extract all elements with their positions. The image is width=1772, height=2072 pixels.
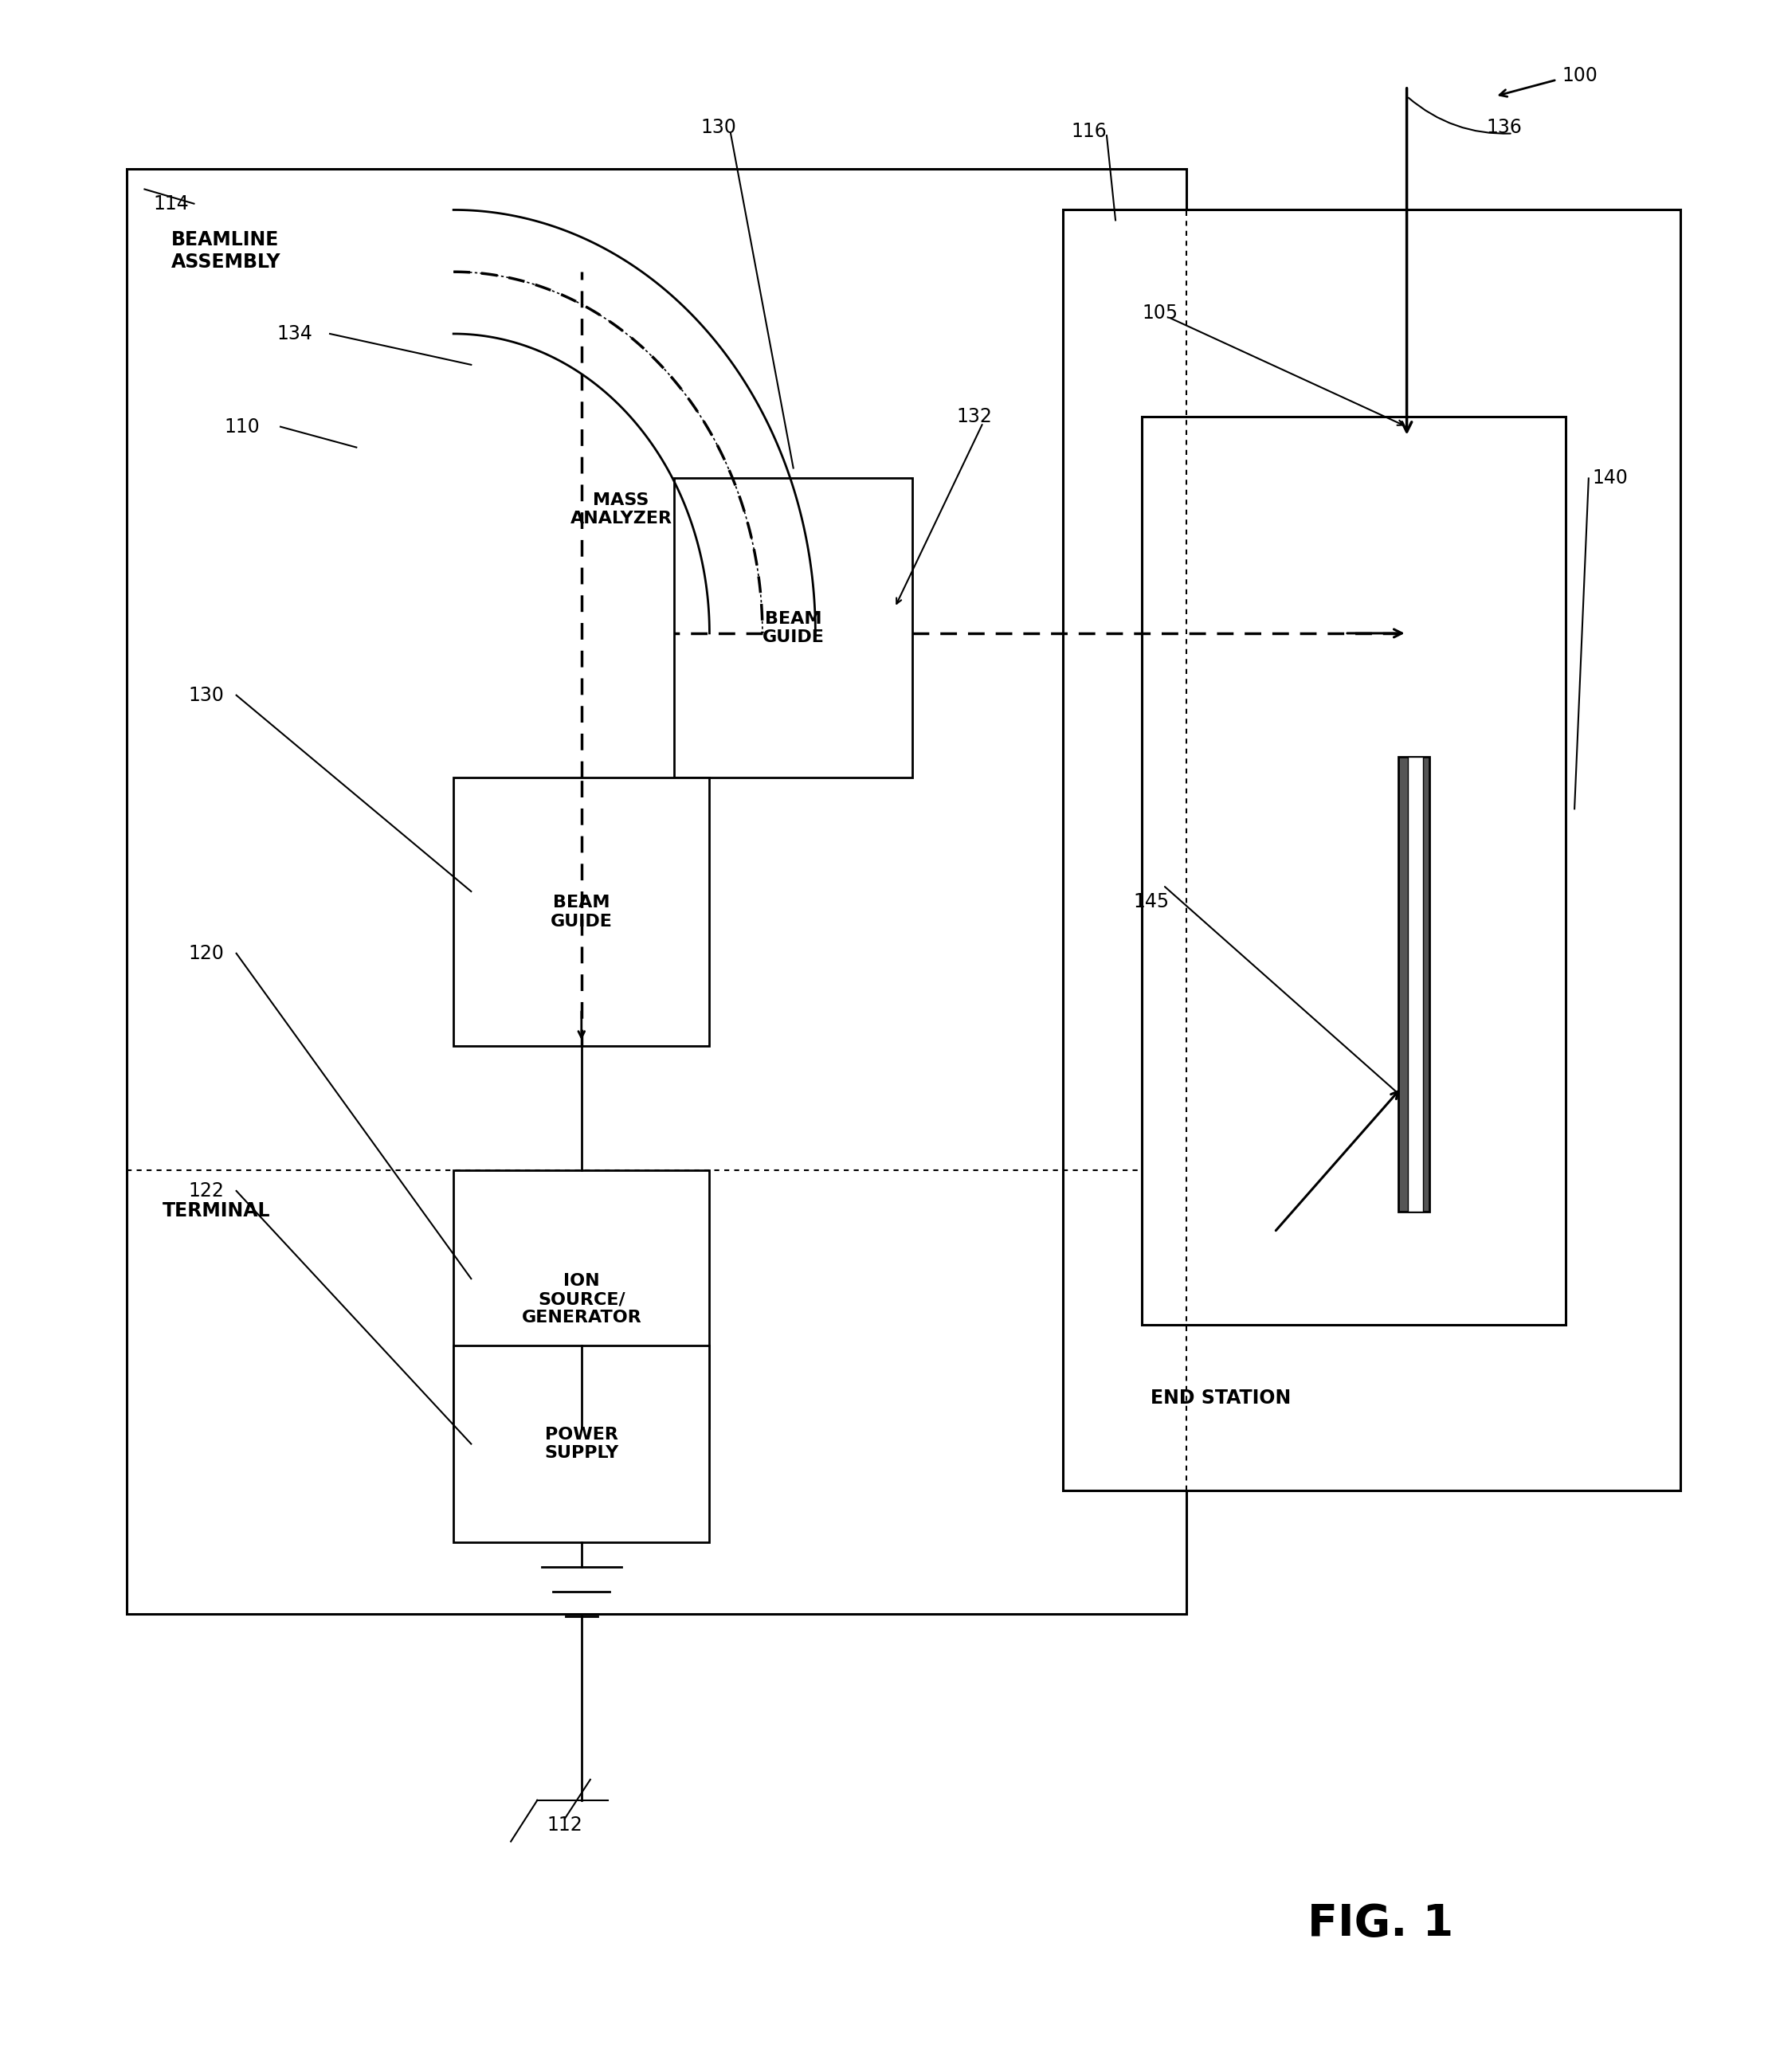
- Text: BEAM
GUIDE: BEAM GUIDE: [762, 611, 824, 644]
- Text: 140: 140: [1593, 468, 1628, 487]
- Text: 105: 105: [1141, 305, 1178, 323]
- Bar: [1141, 416, 1566, 1326]
- Text: TERMINAL: TERMINAL: [163, 1202, 269, 1220]
- Text: BEAMLINE
ASSEMBLY: BEAMLINE ASSEMBLY: [172, 230, 280, 271]
- Text: 116: 116: [1072, 122, 1108, 141]
- Bar: [1063, 209, 1680, 1490]
- Bar: [1398, 756, 1430, 1212]
- Text: 112: 112: [548, 1815, 583, 1834]
- Text: 130: 130: [700, 118, 737, 137]
- Text: MASS
ANALYZER: MASS ANALYZER: [571, 493, 672, 526]
- Text: 145: 145: [1132, 893, 1170, 912]
- Text: 100: 100: [1563, 66, 1598, 85]
- Text: 110: 110: [223, 416, 260, 437]
- Text: 120: 120: [188, 945, 225, 963]
- Bar: [454, 1347, 709, 1542]
- Bar: [128, 168, 1185, 1614]
- Text: 136: 136: [1487, 118, 1522, 137]
- Text: ION
SOURCE/
GENERATOR: ION SOURCE/ GENERATOR: [521, 1272, 641, 1326]
- Text: FIG. 1: FIG. 1: [1308, 1902, 1453, 1946]
- Bar: [454, 1171, 709, 1428]
- Text: END STATION: END STATION: [1150, 1388, 1292, 1407]
- Text: 122: 122: [188, 1181, 225, 1200]
- Bar: [1407, 756, 1423, 1212]
- Bar: [454, 777, 709, 1046]
- Text: 130: 130: [188, 686, 225, 704]
- Text: 114: 114: [154, 195, 190, 213]
- Bar: [673, 479, 913, 777]
- Text: 132: 132: [957, 406, 992, 427]
- Text: BEAM
GUIDE: BEAM GUIDE: [551, 895, 613, 928]
- Text: POWER
SUPPLY: POWER SUPPLY: [544, 1428, 618, 1461]
- Text: 134: 134: [276, 323, 312, 344]
